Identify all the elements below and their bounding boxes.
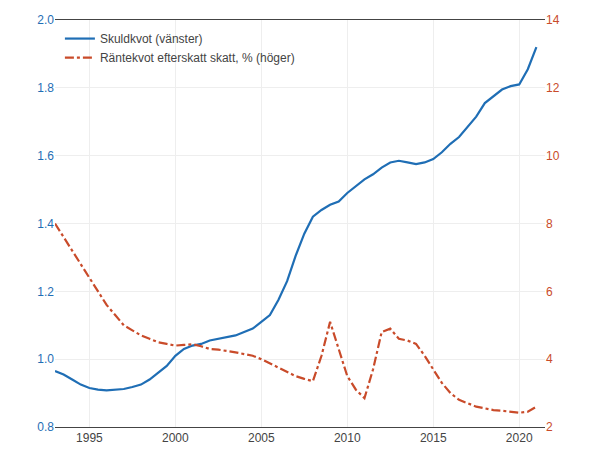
svg-text:12: 12 (546, 81, 560, 95)
svg-text:2000: 2000 (162, 431, 189, 445)
svg-text:1.6: 1.6 (37, 149, 54, 163)
svg-text:14: 14 (546, 13, 560, 27)
svg-text:4: 4 (546, 352, 553, 366)
svg-text:8: 8 (546, 217, 553, 231)
svg-text:1.2: 1.2 (37, 285, 54, 299)
svg-text:2010: 2010 (334, 431, 361, 445)
svg-text:Skuldkvot (vänster): Skuldkvot (vänster) (100, 32, 203, 46)
svg-text:6: 6 (546, 285, 553, 299)
svg-text:2.0: 2.0 (37, 13, 54, 27)
svg-text:Räntekvot efterskatt skatt, %: Räntekvot efterskatt skatt, % (höger) (100, 51, 295, 65)
svg-text:2020: 2020 (506, 431, 533, 445)
svg-text:10: 10 (546, 149, 560, 163)
svg-text:2: 2 (546, 420, 553, 434)
svg-text:1995: 1995 (76, 431, 103, 445)
svg-text:2015: 2015 (420, 431, 447, 445)
svg-text:1.4: 1.4 (37, 217, 54, 231)
svg-text:1.0: 1.0 (37, 352, 54, 366)
svg-text:2005: 2005 (248, 431, 275, 445)
svg-text:1.8: 1.8 (37, 81, 54, 95)
svg-text:0.8: 0.8 (37, 420, 54, 434)
